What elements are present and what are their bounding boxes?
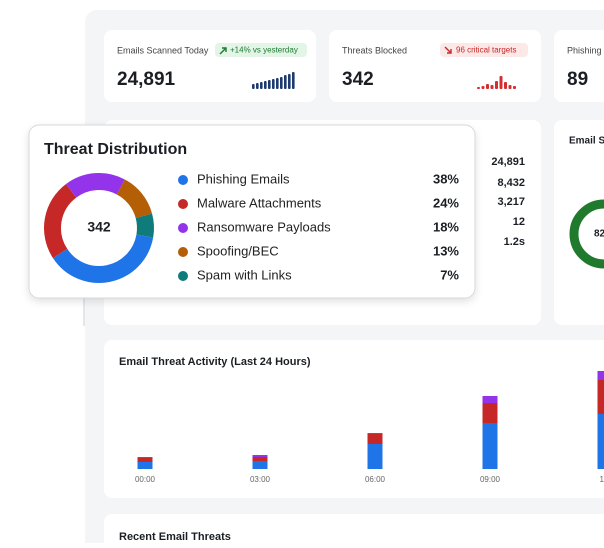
legend-label: Phishing Emails [197,171,290,186]
spark-bar [477,87,480,89]
bar-segment [138,458,153,462]
spark-bar [504,82,507,89]
card [329,30,541,102]
spark-bar [509,85,512,89]
badge-text: 96 critical targets [456,46,516,55]
bar-segment [598,414,604,469]
bar-segment [368,433,383,434]
spark-bar [276,78,279,89]
side-title: Email S [569,136,604,147]
bar-segment [598,380,604,414]
card-label: Phishing [567,45,602,55]
card-label: Emails Scanned Today [117,45,209,55]
spark-bar [268,80,271,89]
bar-segment [253,455,268,457]
spark-bar [260,82,263,89]
legend-dot [178,223,188,233]
legend-dot [178,271,188,281]
x-tick-label: 00:00 [135,475,156,484]
legend-label: Spam with Links [197,267,292,282]
activity-title: Email Threat Activity (Last 24 Hours) [119,356,311,368]
spark-bar [272,79,275,89]
legend-value: 38% [433,171,459,186]
legend-dot [178,199,188,209]
bar-segment [368,434,383,444]
spark-bar [495,81,498,89]
recent-title: Recent Email Threats [119,531,231,543]
bar-segment [483,396,498,403]
donut-segment [71,181,121,190]
donut-center: 342 [87,219,111,235]
spark-bar [280,77,283,89]
card [554,30,604,102]
bar-segment [253,461,268,469]
legend-label: Ransomware Payloads [197,219,331,234]
spark-bar [482,86,485,89]
x-tick-label: 09:00 [480,475,501,484]
spark-bar [264,81,267,89]
bar-segment [483,403,498,423]
legend-value: 13% [433,243,459,258]
card [104,30,316,102]
summary-value: 8,432 [497,177,525,189]
spark-bar [256,83,259,89]
legend-value: 18% [433,219,459,234]
spark-bar [491,85,494,89]
card-label: Threats Blocked [342,45,407,55]
side-donut-label: 82 [594,229,604,240]
spark-bar [486,84,489,89]
card-value: 24,891 [117,69,176,90]
popup-title: Threat Distribution [44,141,187,158]
bar-segment [598,371,604,380]
summary-value: 1.2s [504,236,525,248]
legend-label: Malware Attachments [197,195,322,210]
x-tick-label: 06:00 [365,475,386,484]
x-tick-label: 12: [599,475,604,484]
bar-segment [483,423,498,469]
legend-value: 24% [433,195,459,210]
summary-value: 24,891 [491,156,525,168]
spark-bar [252,84,255,89]
spark-bar [292,72,295,89]
spark-bar [288,74,291,89]
bar-segment [253,457,268,461]
legend-dot [178,247,188,257]
bar-segment [138,457,153,458]
card-value: 342 [342,69,374,90]
bar-segment [138,462,153,469]
card-value: 89 [567,69,588,90]
summary-value: 3,217 [497,196,525,208]
badge-text: +14% vs yesterday [230,46,298,55]
legend-dot [178,175,188,185]
legend-value: 7% [440,267,459,282]
donut-segment [144,216,146,236]
spark-bar [513,86,516,89]
spark-bar [284,75,287,89]
summary-value: 12 [513,216,525,228]
x-tick-label: 03:00 [250,475,271,484]
legend-label: Spoofing/BEC [197,243,279,258]
bar-segment [368,444,383,469]
spark-bar [500,76,503,89]
